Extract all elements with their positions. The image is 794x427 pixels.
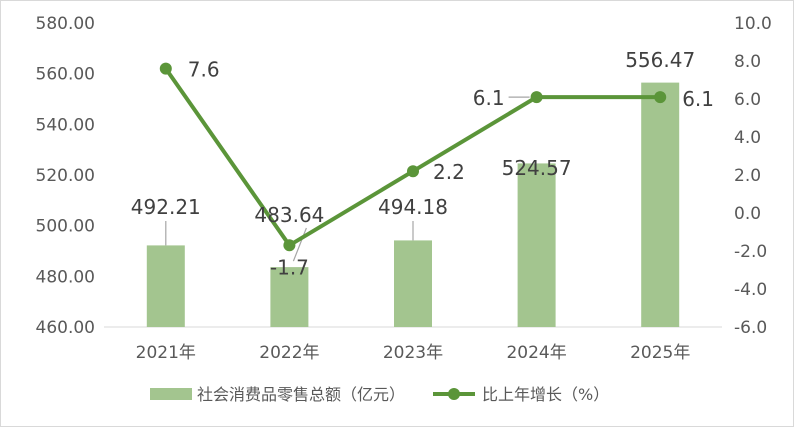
left-axis: 460.00 480.00 500.00 520.00 540.00 560.00 580.… — [36, 14, 95, 338]
bar-data-label: 483.64 — [254, 203, 324, 227]
bar-data-label: 492.21 — [131, 195, 201, 219]
right-tick-label: -4.0 — [734, 280, 767, 300]
x-axis: 2021年 2022年 2023年 2024年 2025年 — [136, 343, 691, 363]
right-tick-label: 10.0 — [734, 14, 772, 34]
right-tick-label: -6.0 — [734, 318, 767, 338]
right-tick-label: 4.0 — [734, 128, 761, 148]
leader-lines — [165, 96, 530, 262]
line-data-label: 7.6 — [188, 58, 220, 82]
line-point — [530, 91, 543, 104]
line-point — [654, 91, 667, 104]
legend-bar-label: 社会消费品零售总额（亿元） — [197, 385, 405, 404]
line-series — [159, 62, 667, 252]
legend-bar-swatch — [150, 388, 192, 400]
bar-data-label: 524.57 — [502, 156, 572, 180]
right-tick-label: 2.0 — [734, 166, 761, 186]
bar-label-leader — [292, 227, 307, 262]
line-point — [159, 62, 172, 75]
bar — [641, 82, 680, 327]
right-tick-label: 6.0 — [734, 90, 761, 110]
x-tick-label: 2024年 — [506, 343, 566, 363]
bar-data-labels: 492.21 483.64 494.18 524.57 556.47 — [131, 48, 695, 227]
bar — [146, 245, 185, 327]
legend: 社会消费品零售总额（亿元） 比上年增长（%） — [150, 385, 609, 404]
left-tick-label: 560.00 — [36, 65, 95, 85]
line-data-label: 2.2 — [433, 160, 465, 184]
line-data-labels: 7.6 -1.7 2.2 6.1 6.1 — [188, 58, 714, 280]
right-tick-label: 8.0 — [734, 52, 761, 72]
left-tick-label: 520.00 — [36, 166, 95, 186]
right-tick-label: 0.0 — [734, 204, 761, 224]
left-tick-label: 540.00 — [36, 115, 95, 135]
line-point — [407, 165, 419, 178]
x-tick-label: 2022年 — [259, 343, 319, 363]
bar — [394, 240, 432, 327]
x-tick-label: 2023年 — [383, 343, 443, 363]
left-tick-label: 500.00 — [36, 217, 95, 237]
x-tick-label: 2025年 — [630, 343, 690, 363]
bar-data-label: 556.47 — [625, 48, 695, 72]
bar — [517, 163, 556, 327]
bar — [270, 267, 309, 327]
legend-line-label: 比上年增长（%） — [482, 385, 609, 404]
bar-series — [146, 82, 680, 327]
legend-line-marker — [448, 388, 460, 400]
line-data-label: 6.1 — [682, 87, 714, 111]
left-tick-label: 480.00 — [36, 267, 95, 287]
right-axis: -6.0 -4.0 -2.0 0.0 2.0 4.0 6.0 8.0 10.0 — [734, 14, 772, 338]
x-tick-label: 2021年 — [136, 343, 196, 363]
left-tick-label: 580.00 — [36, 14, 95, 34]
bar-data-label: 494.18 — [378, 195, 448, 219]
line-data-label: -1.7 — [270, 255, 309, 279]
line-point — [283, 239, 296, 252]
right-tick-label: -2.0 — [734, 242, 767, 262]
line-data-label: 6.1 — [473, 86, 505, 110]
left-tick-label: 460.00 — [36, 318, 95, 338]
